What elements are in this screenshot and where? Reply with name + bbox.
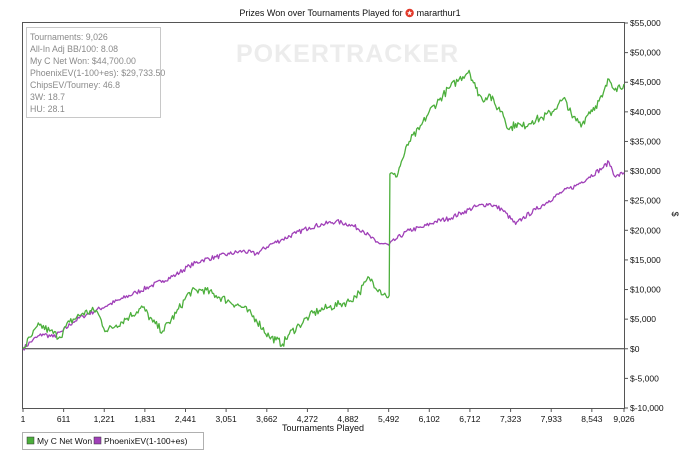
y-axis-label: $ xyxy=(670,211,680,216)
stat-line: My C Net Won: $44,700.00 xyxy=(30,56,136,66)
player-name: mararthur1 xyxy=(417,8,461,18)
x-tick-label: 4,882 xyxy=(337,414,359,424)
y-tick-label: $55,000 xyxy=(630,18,661,28)
stat-line: HU: 28.1 xyxy=(30,104,65,114)
x-axis-label: Tournaments Played xyxy=(282,423,364,433)
x-tick-label: 1,221 xyxy=(94,414,116,424)
x-tick-label: 1 xyxy=(21,414,26,424)
chart-title: Prizes Won over Tournaments Played for xyxy=(239,8,402,18)
x-tick-label: 3,662 xyxy=(256,414,278,424)
x-tick-label: 6,102 xyxy=(419,414,441,424)
y-tick-label: $15,000 xyxy=(630,255,661,265)
y-tick-label: $40,000 xyxy=(630,107,661,117)
legend-swatch xyxy=(93,436,102,445)
stat-line: ChipsEV/Tourney: 46.8 xyxy=(30,80,120,90)
series-layer xyxy=(22,69,625,351)
x-tick-label: 7,323 xyxy=(500,414,522,424)
y-tick-label: $5,000 xyxy=(630,314,656,324)
stat-line: Tournaments: 9,026 xyxy=(30,32,108,42)
legend-entry: My C Net Won xyxy=(37,436,92,446)
stat-line: PhoenixEV(1-100+es): $29,733.50 xyxy=(30,68,165,78)
pokerstars-icon xyxy=(405,8,414,18)
plot-area xyxy=(22,22,625,409)
legend xyxy=(22,432,204,450)
x-tick-label: 1,831 xyxy=(134,414,156,424)
x-tick-label: 5,492 xyxy=(378,414,400,424)
stat-line: 3W: 18.7 xyxy=(30,92,65,102)
series-line-phoenixev-1-100-es xyxy=(22,160,625,351)
stats-list: Tournaments: 9,026 All-In Adj BB/100: 8.0… xyxy=(30,32,165,114)
stat-line: All-In Adj BB/100: 8.08 xyxy=(30,44,118,54)
y-tick-label: $20,000 xyxy=(630,225,661,235)
x-tick-label: 7,933 xyxy=(541,414,563,424)
y-tick-label: $-5,000 xyxy=(630,373,659,383)
y-tick-label: $50,000 xyxy=(630,48,661,58)
y-axis: $-10,000 $-5,000 $0 $5,000 $10,000 $15,000 $20… xyxy=(624,18,664,413)
x-tick-label: 6,712 xyxy=(459,414,481,424)
y-tick-label: $-10,000 xyxy=(630,403,664,413)
y-tick-label: $30,000 xyxy=(630,166,661,176)
y-tick-label: $25,000 xyxy=(630,196,661,206)
x-tick-label: 2,441 xyxy=(175,414,197,424)
y-tick-label: $0 xyxy=(630,344,640,354)
y-tick-label: $10,000 xyxy=(630,285,661,295)
legend-items: My C Net Won PhoenixEV(1-100+es) xyxy=(26,436,188,446)
series-line-my-c-net-won xyxy=(22,69,625,350)
watermark: POKERTRACKER xyxy=(236,40,459,68)
legend-swatch xyxy=(26,436,35,445)
stats-box xyxy=(26,27,161,118)
x-tick-label: 611 xyxy=(57,414,71,424)
x-tick-label: 8,543 xyxy=(581,414,603,424)
x-axis: 1 611 1,221 1,831 2,441 3,051 3,662 4,272 4,882 5… xyxy=(21,408,635,424)
x-tick-label: 3,051 xyxy=(215,414,237,424)
x-tick-label: 4,272 xyxy=(297,414,319,424)
legend-entry: PhoenixEV(1-100+es) xyxy=(104,436,188,446)
x-tick-label: 9,026 xyxy=(613,414,635,424)
y-tick-label: $35,000 xyxy=(630,136,661,146)
y-tick-label: $45,000 xyxy=(630,77,661,87)
